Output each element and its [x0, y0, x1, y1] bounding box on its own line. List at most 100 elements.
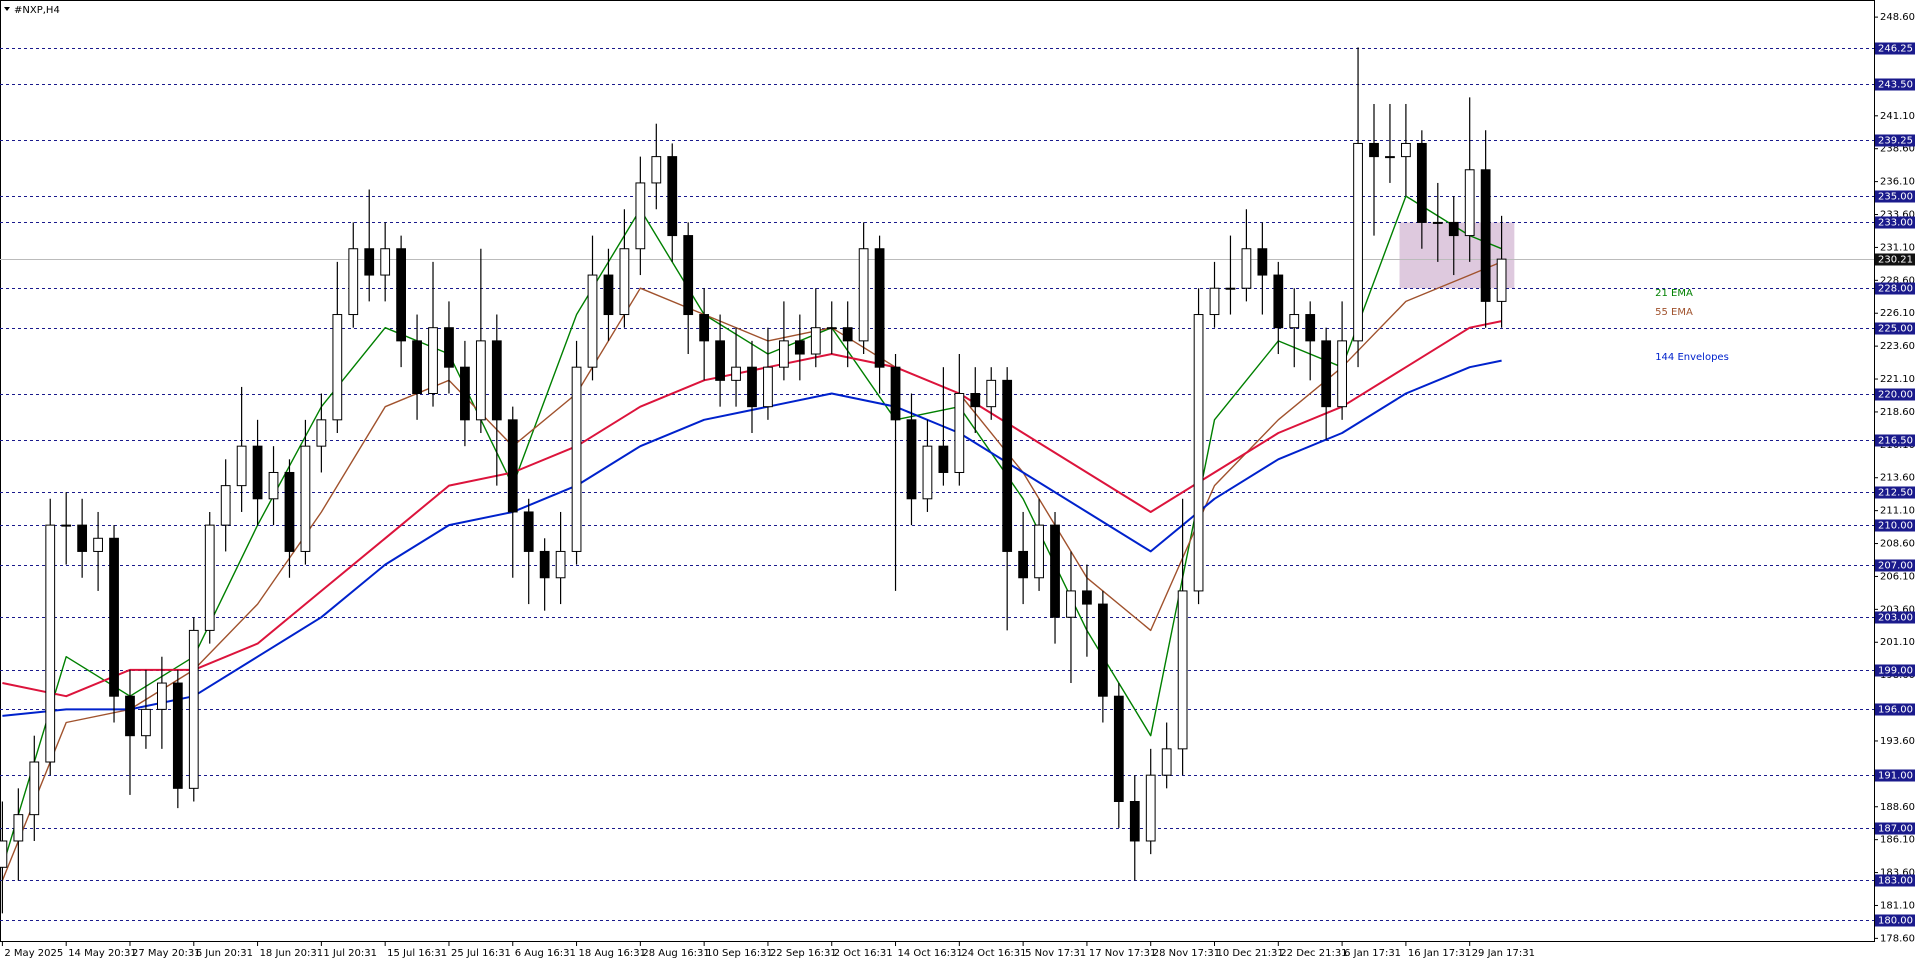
level-label: 243.50	[1878, 80, 1913, 91]
axis-layer: 248.60 241.10 238.60 236.10 233.60 231.10 228.…	[1, 12, 1915, 959]
candle-body	[1066, 590, 1076, 618]
level-label-box	[1875, 703, 1915, 716]
legend-label: 21 EMA	[1655, 288, 1693, 299]
y-tick-label: 188.60	[1880, 802, 1915, 813]
candle-body	[922, 445, 933, 500]
candle-body	[125, 695, 135, 737]
level-label: 228.00	[1878, 284, 1913, 295]
level-label: 233.00	[1878, 218, 1913, 229]
level-label-box	[1875, 486, 1915, 499]
level-label: 203.00	[1878, 613, 1913, 624]
level-label-box	[1875, 322, 1915, 335]
candle-body	[1050, 524, 1060, 618]
candle-body	[380, 248, 391, 276]
candle-body	[651, 156, 662, 184]
candle-body	[1448, 221, 1459, 237]
candle-body	[906, 419, 917, 500]
candle-body	[332, 314, 343, 421]
level-label-box	[1875, 134, 1915, 147]
candle-body	[539, 550, 550, 579]
y-tick-label: 221.10	[1880, 374, 1915, 385]
level-label: 216.50	[1878, 436, 1913, 447]
candle-body	[204, 524, 215, 631]
candle-body	[45, 524, 56, 763]
x-tick-label: 14 May 20:31	[68, 948, 137, 959]
candle-body	[1353, 142, 1363, 342]
y-tick-label: 241.10	[1880, 111, 1915, 122]
candle-body	[1129, 800, 1140, 842]
x-tick-label: 24 Oct 16:31	[961, 948, 1026, 959]
level-label: 207.00	[1878, 561, 1913, 572]
candle-body	[1273, 274, 1284, 329]
candle-body	[475, 340, 486, 421]
last-price-box	[1875, 253, 1915, 266]
candle-body	[1464, 169, 1475, 237]
level-label: 246.25	[1878, 44, 1913, 55]
level-label-box	[1875, 914, 1915, 927]
level-label: 220.00	[1878, 390, 1913, 401]
y-tick-label: 203.60	[1880, 604, 1915, 615]
candle-body	[300, 445, 311, 552]
x-tick-label: 27 May 20:31	[132, 948, 201, 959]
y-tick-label: 211.10	[1880, 506, 1915, 517]
candle-body	[1097, 603, 1108, 697]
candle-body	[252, 445, 263, 500]
level-label-box	[1875, 822, 1915, 835]
candle-body	[986, 379, 997, 408]
candle-body	[555, 550, 566, 579]
x-tick-label: 16 Jan 17:31	[1408, 948, 1471, 959]
x-tick-label: 6 Aug 16:31	[515, 948, 576, 959]
y-tick-label: 183.60	[1880, 868, 1915, 879]
candle-body	[826, 327, 837, 330]
candle-body	[938, 445, 949, 473]
candle-body	[172, 682, 183, 789]
candle-body	[1480, 169, 1491, 302]
candle-body	[236, 445, 247, 487]
candle-body	[1401, 142, 1411, 158]
candle-body	[1385, 156, 1395, 159]
legend-label: 55 EMA	[1655, 307, 1693, 318]
level-label: 210.00	[1878, 521, 1913, 532]
candle-body	[810, 327, 821, 355]
candle-body	[667, 156, 678, 237]
candle-body	[364, 248, 375, 276]
candle-body	[1337, 340, 1347, 408]
x-tick-label: 10 Sep 16:31	[706, 948, 773, 959]
levels-layer	[0, 48, 1874, 921]
candle-body	[460, 366, 470, 421]
candle-body	[603, 274, 614, 316]
candle-body	[1034, 524, 1044, 579]
level-label-box	[1875, 769, 1915, 782]
candle-body	[635, 182, 646, 250]
candle-body	[715, 340, 725, 381]
level-label-box	[1875, 78, 1915, 91]
level-label-box	[1875, 874, 1915, 887]
candle-body	[523, 511, 534, 552]
y-tick-label: 208.60	[1880, 539, 1915, 550]
candle-body	[1002, 379, 1013, 552]
candle-body	[1161, 748, 1172, 776]
level-label: 212.50	[1878, 488, 1913, 499]
x-tick-label: 18 Jun 20:31	[260, 948, 324, 959]
candle-body	[699, 314, 710, 342]
x-tick-label: 18 Aug 16:31	[579, 948, 646, 959]
level-label-box	[1875, 42, 1915, 55]
candle-body	[1193, 314, 1204, 592]
level-label-box	[1875, 559, 1915, 572]
candle-body	[858, 248, 869, 342]
y-tick-label: 181.10	[1880, 900, 1915, 911]
x-tick-label: 5 Nov 17:31	[1025, 948, 1086, 959]
x-tick-label: 2 May 2025	[4, 948, 63, 959]
candle-body	[954, 393, 965, 473]
candle-body	[1305, 314, 1316, 342]
candle-body	[93, 537, 103, 552]
chart-title: #NXP,H4	[14, 5, 60, 16]
x-tick-label: 25 Jul 16:31	[451, 948, 511, 959]
y-tick-label: 228.60	[1880, 275, 1915, 286]
candle-body	[491, 340, 502, 421]
candle-body	[1113, 695, 1124, 802]
level-label: 187.00	[1878, 824, 1913, 835]
level-label: 180.00	[1878, 916, 1913, 927]
x-tick-label: 28 Nov 17:31	[1153, 948, 1220, 959]
